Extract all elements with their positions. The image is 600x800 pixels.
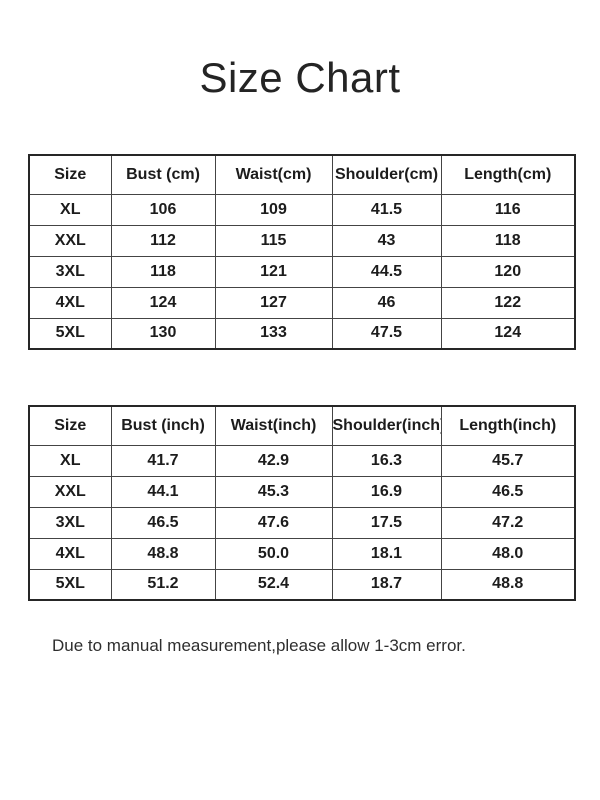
table-row-xxl: XXL 44.1 45.3 16.9 46.5: [28, 475, 576, 508]
shoulder-value: 47.5: [331, 317, 442, 350]
waist-value: 109: [214, 193, 333, 226]
column-header-shoulder: Shoulder(inch): [331, 405, 442, 446]
column-header-length: Length(cm): [440, 154, 576, 195]
size-label: 5XL: [28, 317, 112, 350]
shoulder-value: 16.3: [331, 444, 442, 477]
bust-value: 130: [110, 317, 216, 350]
length-value: 45.7: [440, 444, 576, 477]
column-header-waist: Waist(inch): [214, 405, 333, 446]
waist-value: 52.4: [214, 568, 333, 601]
page-title: Size Chart: [199, 54, 401, 101]
waist-value: 115: [214, 224, 333, 257]
column-header-length: Length(inch): [440, 405, 576, 446]
table-row-3xl: 3XL 118 121 44.5 120: [28, 255, 576, 288]
length-value: 122: [440, 286, 576, 319]
table-row-4xl: 4XL 124 127 46 122: [28, 286, 576, 319]
size-table-cm: Size Bust (cm) Waist(cm) Shoulder(cm) Le…: [28, 154, 576, 350]
length-value: 47.2: [440, 506, 576, 539]
size-label: XXL: [28, 475, 112, 508]
length-value: 116: [440, 193, 576, 226]
table-row-4xl: 4XL 48.8 50.0 18.1 48.0: [28, 537, 576, 570]
table-row-5xl: 5XL 51.2 52.4 18.7 48.8: [28, 568, 576, 601]
waist-value: 127: [214, 286, 333, 319]
size-label: 5XL: [28, 568, 112, 601]
length-value: 46.5: [440, 475, 576, 508]
bust-value: 46.5: [110, 506, 216, 539]
shoulder-value: 43: [331, 224, 442, 257]
shoulder-value: 46: [331, 286, 442, 319]
header-row-cm: Size Bust (cm) Waist(cm) Shoulder(cm) Le…: [28, 154, 576, 195]
waist-value: 45.3: [214, 475, 333, 508]
waist-value: 42.9: [214, 444, 333, 477]
length-value: 48.8: [440, 568, 576, 601]
shoulder-value: 17.5: [331, 506, 442, 539]
length-value: 124: [440, 317, 576, 350]
table-row-xl: XL 106 109 41.5 116: [28, 193, 576, 226]
column-header-bust: Bust (inch): [110, 405, 216, 446]
column-header-size: Size: [28, 154, 112, 195]
size-label: 4XL: [28, 286, 112, 319]
length-value: 118: [440, 224, 576, 257]
measurement-note: Due to manual measurement,please allow 1…: [52, 636, 466, 655]
shoulder-value: 18.1: [331, 537, 442, 570]
size-label: 3XL: [28, 506, 112, 539]
bust-value: 118: [110, 255, 216, 288]
length-value: 48.0: [440, 537, 576, 570]
shoulder-value: 41.5: [331, 193, 442, 226]
column-header-waist: Waist(cm): [214, 154, 333, 195]
table-row-3xl: 3XL 46.5 47.6 17.5 47.2: [28, 506, 576, 539]
size-label: 4XL: [28, 537, 112, 570]
bust-value: 44.1: [110, 475, 216, 508]
bust-value: 124: [110, 286, 216, 319]
size-label: XL: [28, 193, 112, 226]
column-header-bust: Bust (cm): [110, 154, 216, 195]
waist-value: 47.6: [214, 506, 333, 539]
size-label: XL: [28, 444, 112, 477]
table-row-5xl: 5XL 130 133 47.5 124: [28, 317, 576, 350]
bust-value: 112: [110, 224, 216, 257]
length-value: 120: [440, 255, 576, 288]
header-row-inch: Size Bust (inch) Waist(inch) Shoulder(in…: [28, 405, 576, 446]
table-row-xl: XL 41.7 42.9 16.3 45.7: [28, 444, 576, 477]
bust-value: 51.2: [110, 568, 216, 601]
waist-value: 121: [214, 255, 333, 288]
size-label: 3XL: [28, 255, 112, 288]
shoulder-value: 44.5: [331, 255, 442, 288]
size-label: XXL: [28, 224, 112, 257]
table-row-xxl: XXL 112 115 43 118: [28, 224, 576, 257]
waist-value: 50.0: [214, 537, 333, 570]
shoulder-value: 18.7: [331, 568, 442, 601]
bust-value: 41.7: [110, 444, 216, 477]
column-header-size: Size: [28, 405, 112, 446]
shoulder-value: 16.9: [331, 475, 442, 508]
size-table-inch: Size Bust (inch) Waist(inch) Shoulder(in…: [28, 405, 576, 601]
column-header-shoulder: Shoulder(cm): [331, 154, 442, 195]
bust-value: 106: [110, 193, 216, 226]
bust-value: 48.8: [110, 537, 216, 570]
waist-value: 133: [214, 317, 333, 350]
